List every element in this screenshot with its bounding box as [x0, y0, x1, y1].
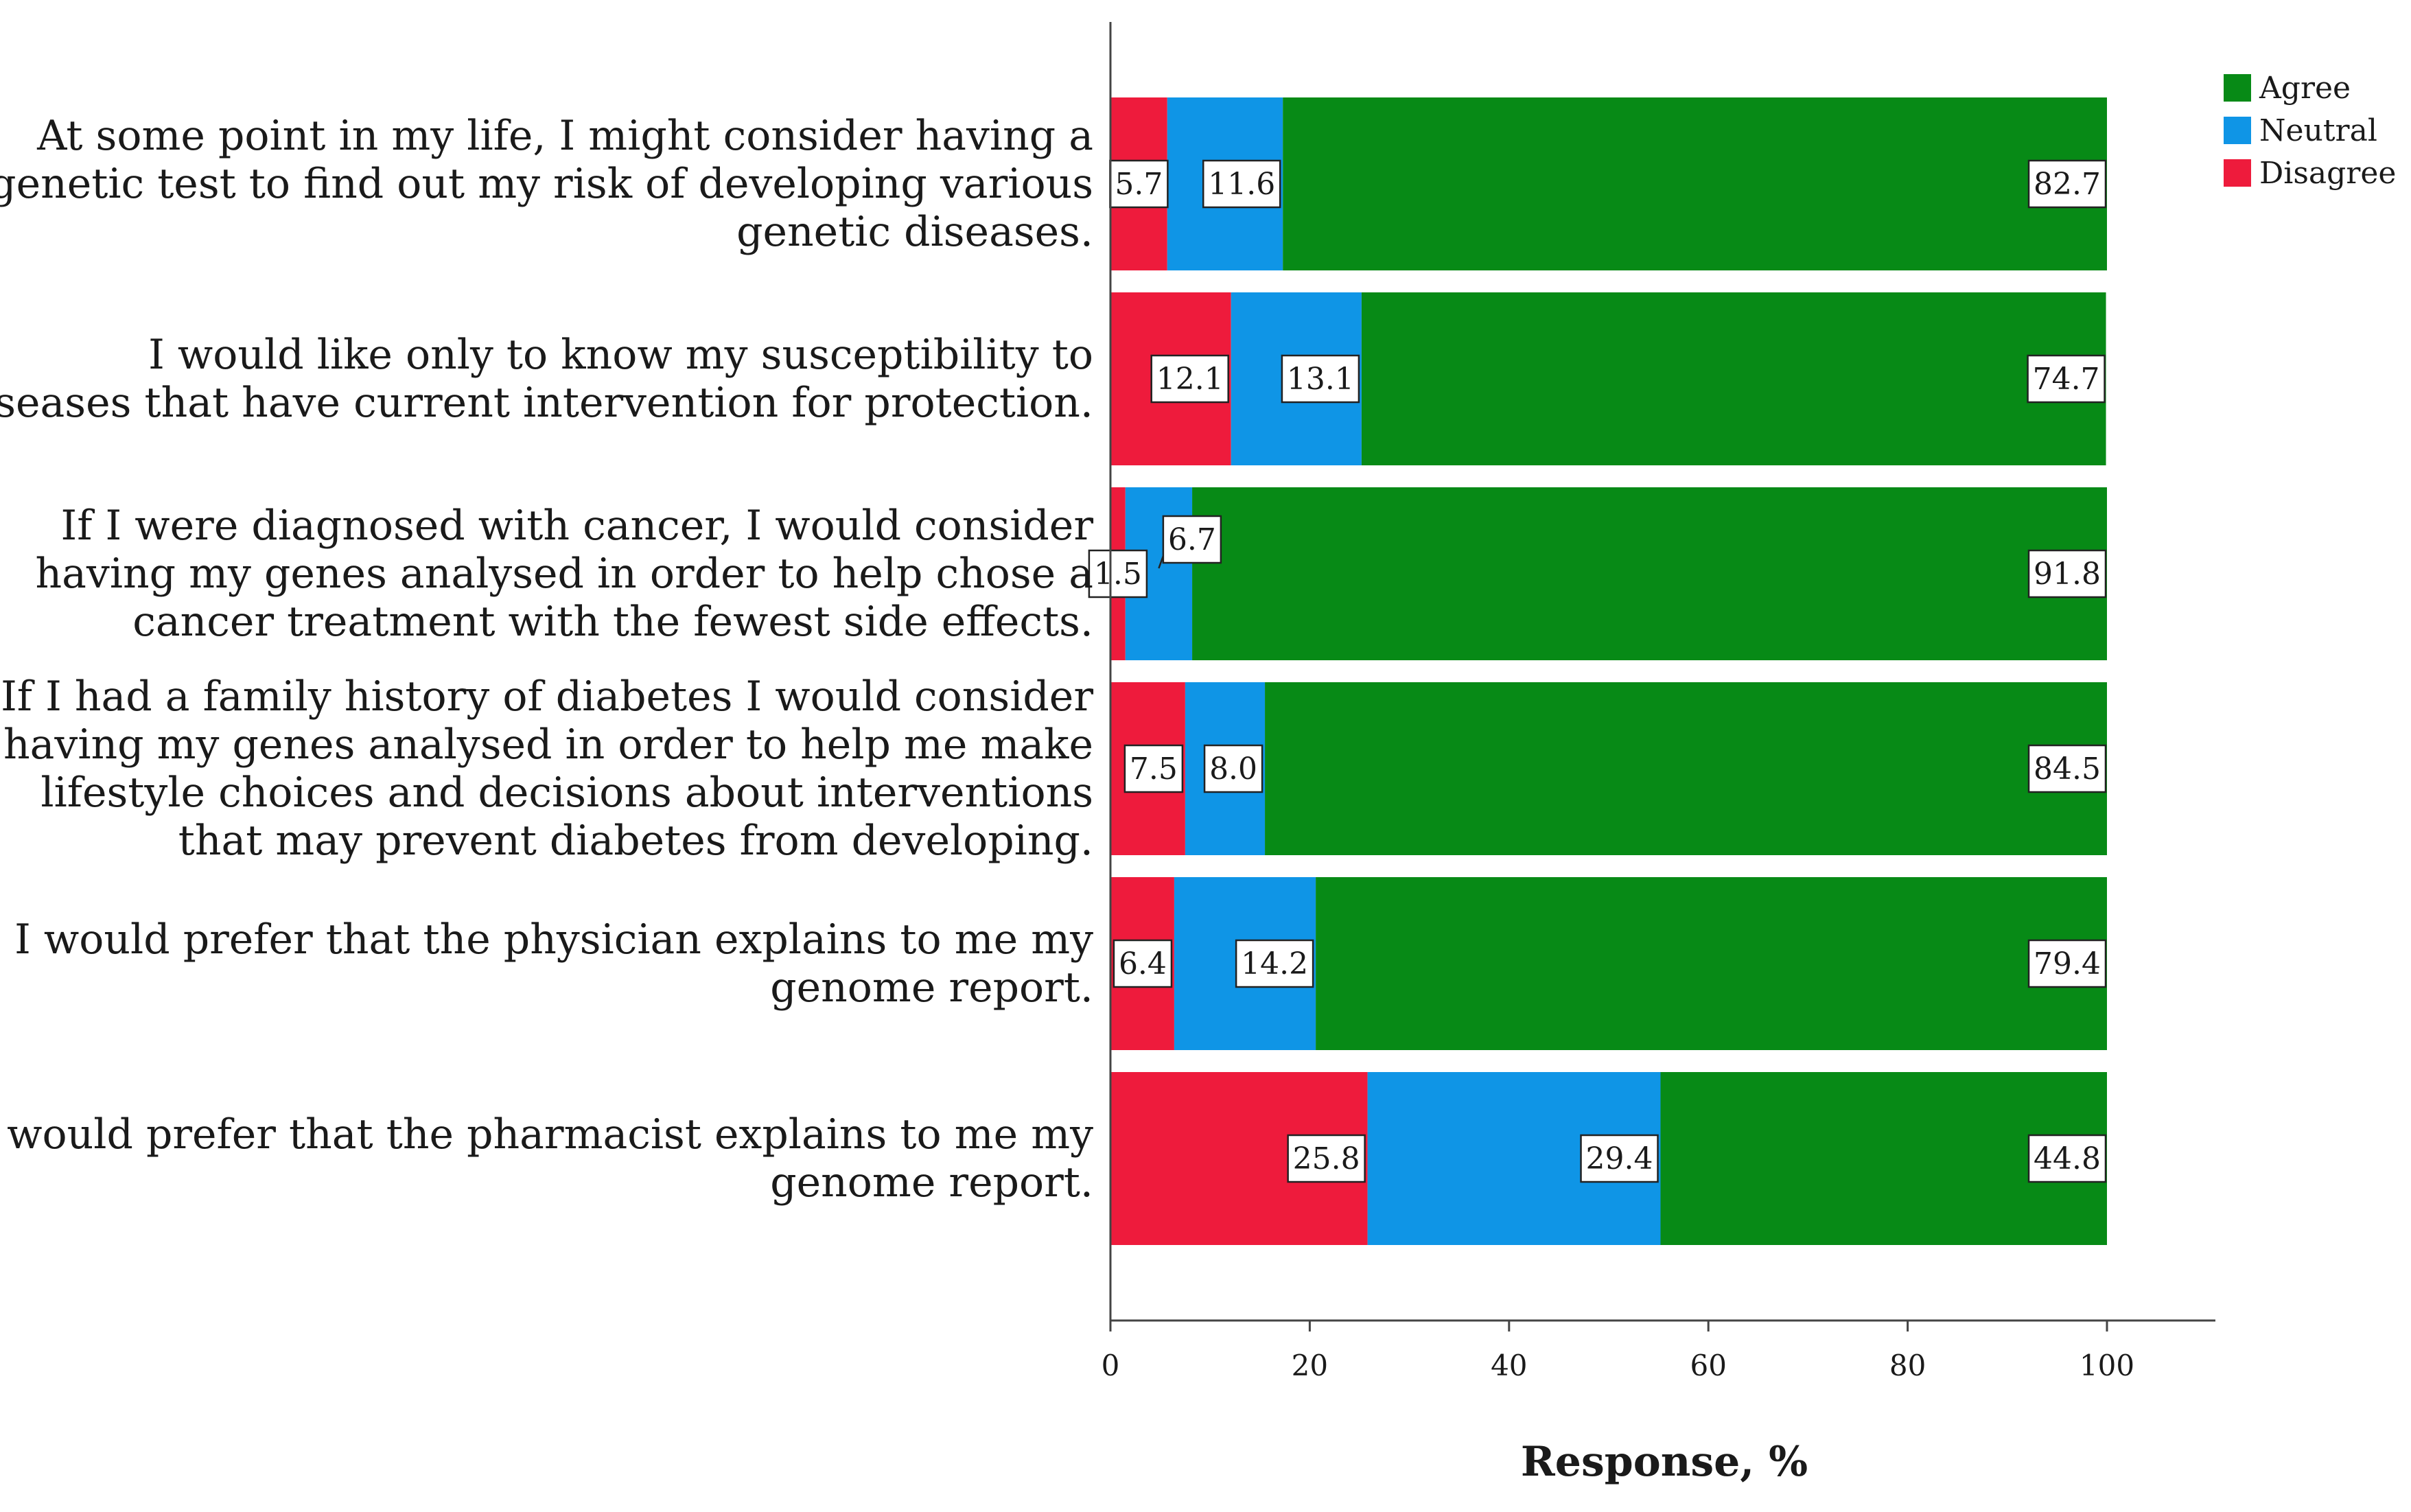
data-label: 5.7: [1115, 167, 1163, 202]
data-label-box: [1203, 744, 1263, 793]
x-tick-label: 100: [2080, 1349, 2134, 1382]
category-label: I would prefer that the physician explai…: [14, 916, 1093, 1012]
legend-item-disagree: Disagree: [2224, 156, 2396, 191]
legend: Agree Neutral Disagree: [2224, 71, 2396, 191]
data-label-box: [1162, 515, 1222, 564]
data-label-box: [2027, 744, 2107, 793]
legend-swatch: [2224, 117, 2251, 144]
data-label-agree: 84.5: [2027, 744, 2107, 793]
x-tick-label: 80: [1889, 1349, 1926, 1382]
data-label-box: [1287, 1134, 1366, 1183]
x-axis-title: Response, %: [1521, 1438, 1808, 1486]
data-label: 79.4: [2034, 946, 2101, 981]
data-label-neutral: 8.0: [1203, 744, 1263, 793]
data-label-box: [1113, 939, 1173, 988]
data-label: 44.8: [2034, 1141, 2101, 1176]
data-label: 1.5: [1094, 557, 1142, 592]
data-label-box: [2027, 1134, 2107, 1183]
legend-swatch: [2224, 159, 2251, 187]
data-label-neutral: 13.1: [1281, 354, 1360, 404]
legend-label: Disagree: [2259, 156, 2396, 191]
data-label-neutral: 6.7: [1162, 515, 1222, 564]
data-label-box: [1580, 1134, 1659, 1183]
data-label-agree: 74.7: [2027, 354, 2106, 404]
data-label-disagree: 1.5: [1088, 549, 1148, 598]
bar-segment-agree: [1265, 682, 2107, 855]
data-label: 13.1: [1287, 362, 1354, 397]
data-label-disagree: 12.1: [1150, 354, 1229, 404]
data-label: 6.4: [1119, 946, 1167, 981]
data-label-disagree: 6.4: [1113, 939, 1173, 988]
category-labels: At some point in my life, I might consid…: [0, 112, 1093, 1207]
bar-segment-agree: [1283, 97, 2107, 270]
data-label: 91.8: [2034, 557, 2101, 592]
category-label: I would prefer that the pharmacist expla…: [0, 1110, 1093, 1207]
x-tick-label: 60: [1690, 1349, 1726, 1382]
data-labels-layer: 5.7 11.6 82.7 12.1 13.1 74.7 1.5 6.7 91.8 7.5 8.0 8…: [1088, 159, 2107, 1183]
bars-layer: [1110, 97, 2107, 1245]
x-tick-label: 20: [1292, 1349, 1328, 1382]
data-label-box: [1281, 354, 1360, 404]
data-label: 7.5: [1130, 752, 1178, 787]
data-label-agree: 44.8: [2027, 1134, 2107, 1183]
data-label: 29.4: [1586, 1141, 1653, 1176]
data-label-agree: 82.7: [2027, 159, 2107, 209]
data-label-box: [2027, 939, 2107, 988]
bar-segment-agree: [1192, 487, 2107, 660]
data-label-box: [2027, 354, 2106, 404]
x-tick-label: 0: [1102, 1349, 1120, 1382]
data-label-box: [2027, 549, 2107, 598]
legend-swatch: [2224, 74, 2251, 102]
data-label-agree: 91.8: [2027, 549, 2107, 598]
data-label-box: [1235, 939, 1314, 988]
bar-segment-agree: [1316, 877, 2107, 1050]
data-label: 11.6: [1208, 167, 1275, 202]
legend-label: Neutral: [2259, 113, 2377, 148]
x-tick-label: 40: [1491, 1349, 1527, 1382]
data-label: 14.2: [1241, 946, 1308, 981]
data-label: 74.7: [2033, 362, 2100, 397]
category-label: If I were diagnosed with cancer, I would…: [36, 502, 1094, 646]
data-label-box: [2027, 159, 2107, 209]
data-label-disagree: 25.8: [1287, 1134, 1366, 1183]
data-label: 25.8: [1293, 1141, 1360, 1176]
category-label: At some point in my life, I might consid…: [0, 112, 1093, 256]
bar-segment-agree: [1361, 292, 2106, 465]
category-label: If I had a family history of diabetes I …: [1, 673, 1093, 865]
data-label: 8.0: [1209, 752, 1257, 787]
data-label-box: [1150, 354, 1229, 404]
data-label-box: [1123, 744, 1184, 793]
data-label-disagree: 7.5: [1123, 744, 1184, 793]
data-label-neutral: 29.4: [1580, 1134, 1659, 1183]
data-label-agree: 79.4: [2027, 939, 2107, 988]
data-label: 82.7: [2034, 167, 2101, 202]
data-label-neutral: 11.6: [1202, 159, 1281, 209]
data-label-neutral: 14.2: [1235, 939, 1314, 988]
legend-item-agree: Agree: [2224, 71, 2351, 106]
legend-item-neutral: Neutral: [2224, 113, 2377, 148]
data-label: 84.5: [2034, 752, 2101, 787]
legend-label: Agree: [2259, 71, 2351, 106]
data-label: 6.7: [1168, 522, 1216, 557]
data-label: 12.1: [1156, 362, 1224, 397]
category-label: I would like only to know my susceptibil…: [0, 331, 1093, 427]
data-label-box: [1202, 159, 1281, 209]
data-label-box: [1088, 549, 1148, 598]
data-label-disagree: 5.7: [1109, 159, 1169, 209]
axes: 0 20 40 60 80 100 Response, %: [1102, 22, 2215, 1486]
